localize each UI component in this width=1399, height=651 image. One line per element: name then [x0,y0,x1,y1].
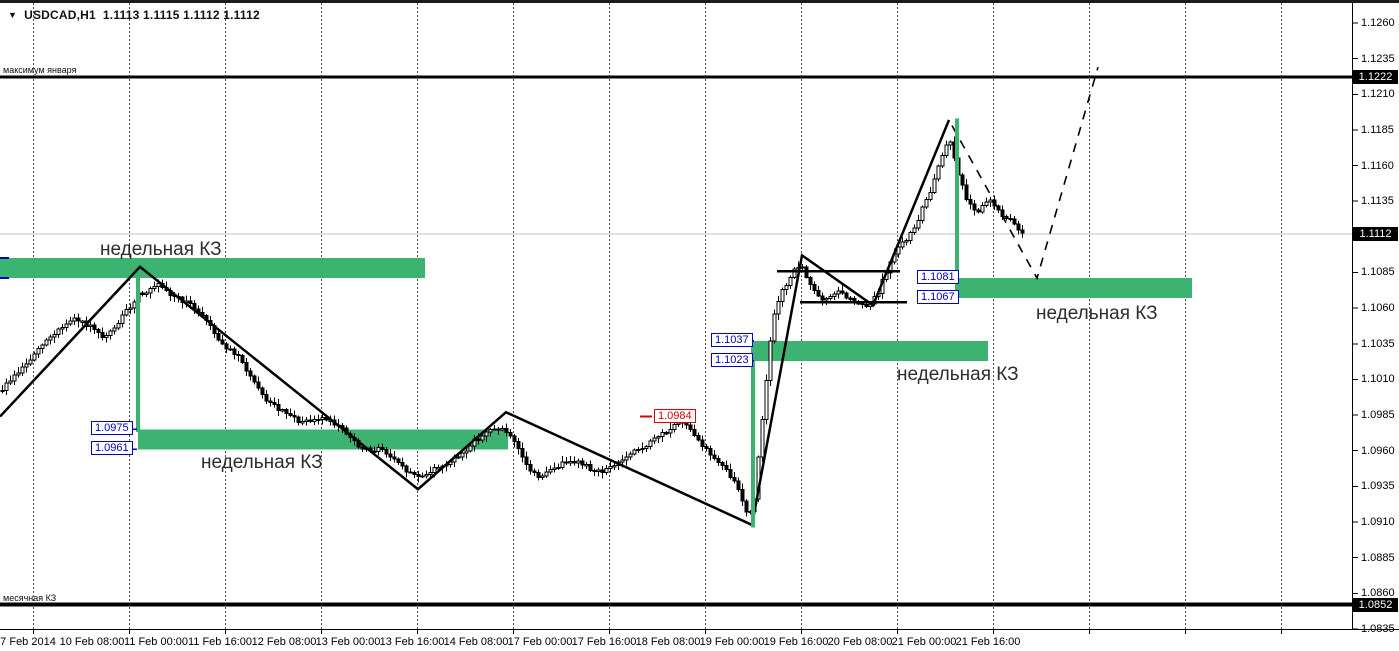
price-axis-label: 1.0835 [1361,622,1395,635]
price-axis-label: 1.1060 [1361,302,1395,315]
candlesticks [0,136,1025,517]
time-axis-label: 18 Feb 08:00 [635,636,701,648]
time-axis-label: 21 Feb 16:00 [955,636,1021,648]
time-axis-label: 7 Feb 2014 [0,636,56,648]
time-axis-label: 10 Feb 08:00 [59,636,125,648]
price-axis-label: 1.1185 [1361,123,1394,136]
time-axis-label: 17 Feb 16:00 [571,636,637,648]
zone-price-label[interactable]: 1.0975 [91,421,133,436]
price-axis-label: 1.1260 [1361,16,1395,29]
price-axis-label: 1.1035 [1361,337,1395,350]
symbol-period-label: USDCAD,H1 [24,8,96,22]
weekly-kz-zone-label-2[interactable]: недельная КЗ [201,452,323,473]
axis-price-tag: 1.1112 [1353,226,1398,241]
price-axis-label: 1.1235 [1361,52,1395,65]
time-axis-label: 11 Feb 00:00 [123,636,189,648]
time-axis-label: 14 Feb 08:00 [443,636,509,648]
chevron-down-icon[interactable]: ▼ [8,10,18,20]
supply-demand-zone[interactable] [0,258,425,279]
price-axis-label: 1.0935 [1361,480,1395,493]
price-axis-label: 1.0910 [1361,516,1395,529]
time-axis-label: 19 Feb 00:00 [699,636,765,648]
time-axis-label: 13 Feb 16:00 [379,636,445,648]
price-axis-label: 1.0960 [1361,444,1395,457]
time-axis-label: 19 Feb 16:00 [763,636,829,648]
supply-demand-zone[interactable] [755,340,988,361]
zone-price-label[interactable]: 1.1037 [711,332,753,347]
price-axis-label: 1.1210 [1361,88,1395,101]
projection-dashed-line[interactable] [951,66,1099,281]
price-axis-label: 1.0860 [1361,587,1395,600]
january-high-line-label[interactable]: максимум января [3,65,77,76]
price-chart-canvas[interactable] [0,3,1399,651]
time-axis-label: 13 Feb 00:00 [315,636,381,648]
price-axis-label: 1.0885 [1361,551,1395,564]
zone-price-label[interactable]: 1.1067 [917,290,959,305]
time-axis-label: 21 Feb 00:00 [891,636,957,648]
price-axis-label: 1.1010 [1361,373,1395,386]
red-price-label[interactable]: 1.0984 [654,408,696,423]
axis-price-tag: 1.0852 [1353,597,1398,612]
weekly-kz-zone-label-3[interactable]: недельная КЗ [897,364,1019,385]
zone-price-label[interactable]: 1.1023 [711,352,753,367]
zone-price-label[interactable]: 1.0961 [91,441,133,456]
weekly-kz-zone-label-4[interactable]: недельная КЗ [1036,303,1158,324]
monthly-kz-line-label[interactable]: месячная КЗ [3,592,57,603]
time-axis-label: 11 Feb 16:00 [187,636,253,648]
weekly-kz-zone-label-1[interactable]: недельная КЗ [100,239,222,260]
time-axis-label: 20 Feb 08:00 [827,636,893,648]
time-axis-label: 12 Feb 08:00 [251,636,317,648]
ohlc-quotes-label: 1.1113 1.1115 1.1112 1.1112 [102,8,260,22]
zigzag-swing-line[interactable] [0,119,951,527]
price-axis-label: 1.0985 [1361,409,1395,422]
price-axis-label: 1.1085 [1361,266,1395,279]
chart-header: ▼ USDCAD,H1 1.1113 1.1115 1.1112 1.1112 [8,8,260,22]
zone-price-label[interactable]: 1.1081 [917,270,959,285]
time-axis-label: 17 Feb 00:00 [507,636,573,648]
price-axis-label: 1.1160 [1361,159,1394,172]
supply-demand-zone[interactable] [958,278,1192,299]
axis-price-tag: 1.1222 [1353,70,1398,85]
price-axis-label: 1.1135 [1361,195,1394,208]
supply-demand-zone[interactable] [138,429,508,450]
